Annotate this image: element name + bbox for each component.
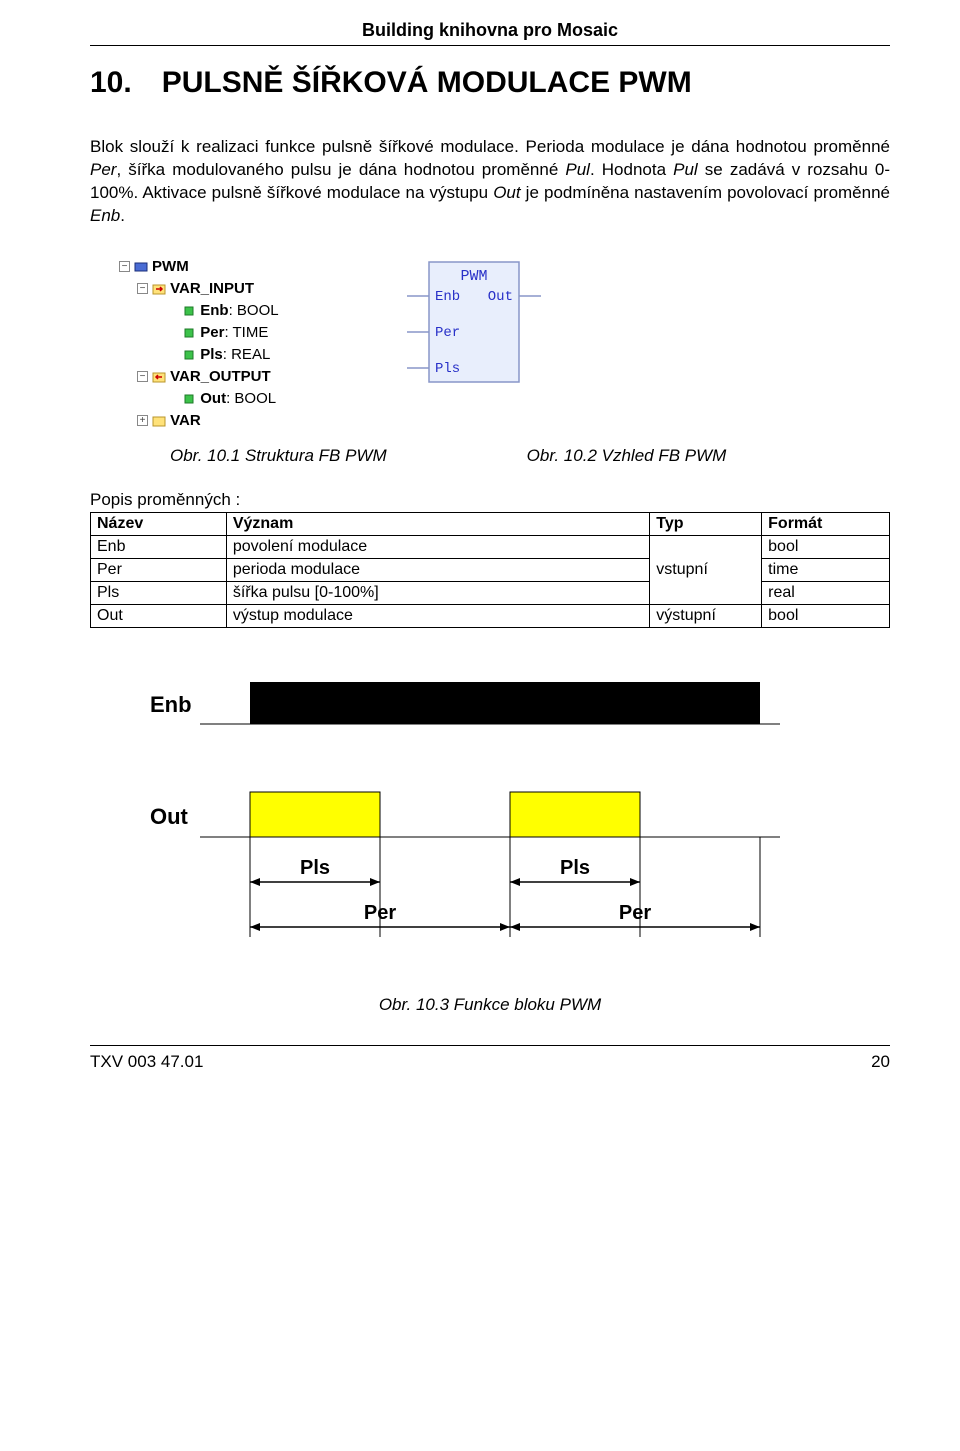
svg-text:Per: Per: [364, 902, 396, 924]
section-number: 10.: [90, 66, 132, 100]
table-row: Plsšířka pulsu [0-100%]real: [91, 581, 890, 604]
svg-text:PWM: PWM: [460, 268, 487, 285]
svg-text:Per: Per: [619, 902, 651, 924]
footer-docnum: TXV 003 47.01: [90, 1052, 203, 1072]
table-header: Název: [91, 512, 227, 535]
svg-text:Enb: Enb: [150, 692, 192, 717]
section-heading: 10. PULSNĚ ŠÍŘKOVÁ MODULACE PWM: [90, 66, 890, 100]
table-header: Význam: [226, 512, 649, 535]
table-header: Formát: [762, 512, 890, 535]
structure-tree: −PWM −VAR_INPUT Enb : BOOL Per : TIME Pl…: [110, 256, 279, 432]
figure-row: −PWM −VAR_INPUT Enb : BOOL Per : TIME Pl…: [110, 256, 890, 432]
block-diagram: PWMEnb Per Pls Out: [399, 256, 549, 396]
svg-text:Per: Per: [435, 325, 460, 341]
table-row: Perperioda modulacetime: [91, 558, 890, 581]
table-row: Outvýstup modulacevýstupníbool: [91, 604, 890, 627]
caption-fig2: Obr. 10.2 Vzhled FB PWM: [527, 446, 727, 466]
footer-rule: [90, 1045, 890, 1046]
timing-diagram: Enb Out Pls Pls Per Per: [140, 672, 780, 972]
section-title: PULSNĚ ŠÍŘKOVÁ MODULACE PWM: [162, 66, 692, 99]
table-header: Typ: [650, 512, 762, 535]
svg-text:Enb: Enb: [435, 289, 460, 305]
svg-text:Pls: Pls: [435, 361, 460, 377]
variables-table: NázevVýznamTypFormátEnbpovolení modulace…: [90, 512, 890, 628]
vars-heading: Popis proměnných :: [90, 490, 890, 510]
svg-text:Out: Out: [150, 804, 189, 829]
footer-pagenum: 20: [871, 1052, 890, 1072]
svg-text:Out: Out: [487, 289, 512, 305]
caption-row: Obr. 10.1 Struktura FB PWM Obr. 10.2 Vzh…: [170, 446, 890, 466]
caption-fig3: Obr. 10.3 Funkce bloku PWM: [90, 995, 890, 1015]
table-row: Enbpovolení modulacevstupníbool: [91, 535, 890, 558]
caption-fig1: Obr. 10.1 Struktura FB PWM: [170, 446, 387, 466]
timing-diagram-wrap: Enb Out Pls Pls Per Per: [140, 672, 890, 977]
header-rule: [90, 45, 890, 46]
doc-header: Building knihovna pro Mosaic: [90, 20, 890, 41]
svg-text:Pls: Pls: [300, 857, 330, 879]
intro-paragraph: Blok slouží k realizaci funkce pulsně ší…: [90, 136, 890, 228]
page-footer: TXV 003 47.01 20: [90, 1052, 890, 1072]
svg-text:Pls: Pls: [560, 857, 590, 879]
